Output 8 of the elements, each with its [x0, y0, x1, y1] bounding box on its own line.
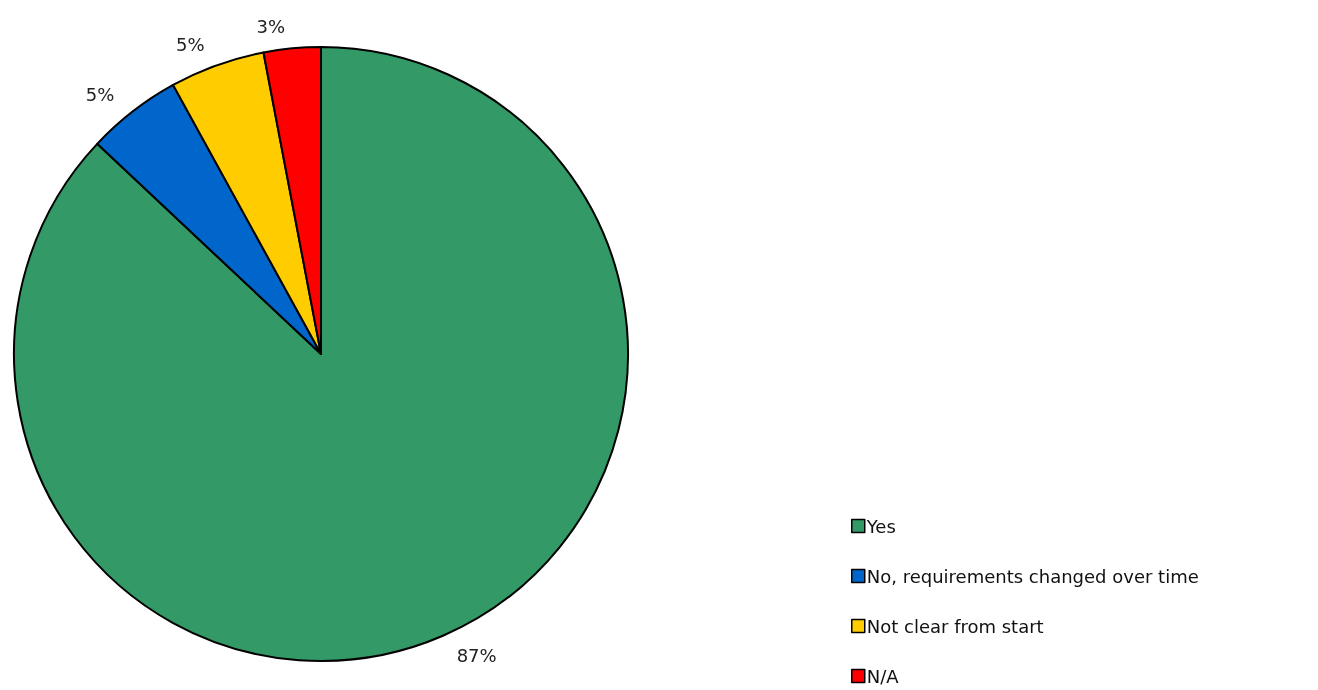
data-label: 3%	[256, 15, 286, 37]
data-label: 5%	[175, 33, 205, 55]
legend-label: Not clear from start	[866, 615, 1044, 637]
data-label: 87%	[456, 645, 497, 667]
legend-label: N/A	[866, 665, 900, 687]
legend-label: Yes	[865, 515, 896, 537]
legend-label: No, requirements changed over time	[866, 565, 1199, 587]
data-label: 5%	[85, 83, 115, 105]
